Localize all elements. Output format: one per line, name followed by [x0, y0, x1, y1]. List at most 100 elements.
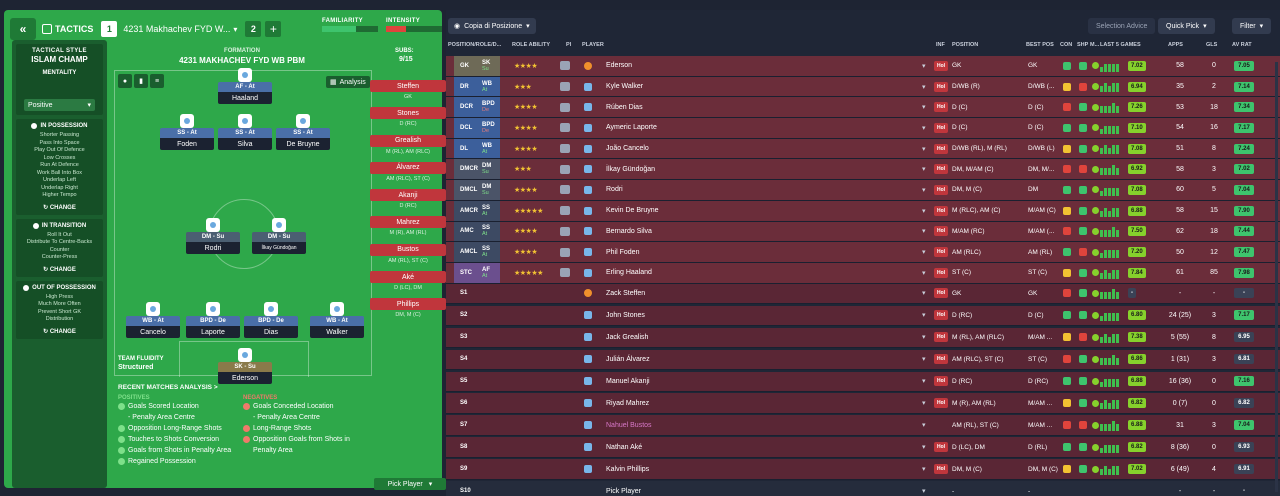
- player-name[interactable]: Rodri: [606, 186, 623, 194]
- squad-row[interactable]: S10 Pick Player ▾ - - - - -: [446, 481, 1280, 496]
- squad-row[interactable]: STC AF At ★★★★★ Erling Haaland ▾ Hol ST (C) ST (…: [446, 262, 1280, 284]
- player-instructions-icon[interactable]: [560, 97, 570, 117]
- pitch-player-card[interactable]: DM - Su İlkay Gündoğan: [252, 218, 306, 254]
- position-slot[interactable]: STC: [454, 262, 500, 283]
- player-view-icon[interactable]: ●: [118, 74, 132, 88]
- player-instructions-icon[interactable]: [560, 56, 570, 76]
- squad-row[interactable]: DR WB At ★★★ Kyle Walker ▾ Hol D/WB (R) D/WB (..…: [446, 76, 1280, 98]
- player-name[interactable]: Aymeric Laporte: [606, 124, 657, 132]
- position-slot[interactable]: S4: [460, 356, 468, 363]
- chevron-down-icon[interactable]: ▾: [922, 249, 926, 257]
- pitch-player-card[interactable]: SK - Su Ederson: [218, 348, 272, 384]
- position-slot[interactable]: S6: [460, 400, 468, 407]
- player-name[interactable]: Jack Grealish: [606, 333, 649, 341]
- substitute-card[interactable]: Grealish M (RL), AM (RLC): [370, 134, 446, 161]
- column-header[interactable]: GLS: [1206, 42, 1218, 48]
- pitch-player-card[interactable]: BPD - De Laporte: [186, 302, 240, 338]
- player-name[interactable]: Kyle Walker: [606, 83, 644, 91]
- player-name[interactable]: Pick Player: [606, 487, 642, 495]
- instructions-view-icon[interactable]: ≡: [150, 74, 164, 88]
- position-slot[interactable]: AMCR: [454, 200, 500, 221]
- squad-row[interactable]: S5 Manuel Akanji ▾ Hol D (RC) D (RC) 6.88 16 (3…: [446, 371, 1280, 393]
- player-instructions-icon[interactable]: [560, 180, 570, 200]
- chevron-down-icon[interactable]: ▾: [922, 207, 926, 215]
- player-instructions-icon[interactable]: [560, 242, 570, 262]
- player-name[interactable]: Nathan Aké: [606, 443, 643, 451]
- column-header[interactable]: CON: [1060, 42, 1073, 48]
- position-slot[interactable]: S3: [460, 334, 468, 341]
- role-duty-cell[interactable]: SS At: [476, 201, 530, 221]
- back-button[interactable]: «: [10, 18, 36, 40]
- copy-position-dropdown[interactable]: ◉ Copia di Posizione ▾: [448, 18, 536, 34]
- role-duty-cell[interactable]: DM Su: [476, 159, 530, 179]
- pitch-player-card[interactable]: DM - Su Rodri: [186, 218, 240, 254]
- chevron-down-icon[interactable]: ▾: [922, 62, 926, 70]
- squad-row[interactable]: S4 Julián Álvarez ▾ Hol AM (RLC), ST (C) ST (…: [446, 349, 1280, 371]
- tactical-style-value[interactable]: ISLAM CHAMP: [31, 55, 88, 64]
- position-slot[interactable]: DMCR: [454, 159, 500, 180]
- position-slot[interactable]: S7: [460, 422, 468, 429]
- player-name[interactable]: Erling Haaland: [606, 269, 652, 277]
- mentality-dropdown[interactable]: Positive ▾: [24, 99, 95, 111]
- player-name[interactable]: Phil Foden: [606, 248, 640, 256]
- change-transition-button[interactable]: ↻ CHANGE: [43, 266, 76, 273]
- substitute-card[interactable]: Phillips DM, M (C): [370, 298, 446, 324]
- formation-name[interactable]: 4231 MAKHACHEV FYD WB PBM: [179, 56, 305, 65]
- chevron-down-icon[interactable]: ▾: [922, 444, 926, 452]
- role-duty-cell[interactable]: DM Su: [476, 180, 530, 200]
- chevron-down-icon[interactable]: ▾: [922, 356, 926, 364]
- player-name[interactable]: Riyad Mahrez: [606, 399, 650, 407]
- squad-row[interactable]: S6 Riyad Mahrez ▾ Hol M (R), AM (RL) M/AM ...…: [446, 393, 1280, 415]
- role-duty-cell[interactable]: SS At: [476, 242, 530, 262]
- chevron-down-icon[interactable]: ▾: [922, 378, 926, 386]
- role-duty-cell[interactable]: BPD De: [476, 97, 530, 117]
- squad-row[interactable]: S8 Nathan Aké ▾ Hol D (LC), DM D (RL) 6.82 8 (3…: [446, 437, 1280, 459]
- chevron-down-icon[interactable]: ▾: [922, 145, 926, 153]
- stats-view-icon[interactable]: ▮: [134, 74, 148, 88]
- substitute-card[interactable]: Stones D (RC): [370, 107, 446, 133]
- tactic-slot-2[interactable]: 2: [245, 21, 262, 37]
- squad-row[interactable]: DMCL DM Su ★★★★ Rodri ▾ Hol DM, M (C) DM 7.08 60 5 7…: [446, 180, 1280, 201]
- role-duty-cell[interactable]: SK Su: [476, 56, 530, 76]
- chevron-down-icon[interactable]: ▾: [922, 334, 926, 342]
- chevron-down-icon[interactable]: ▾: [922, 104, 926, 112]
- analysis-button[interactable]: ▦ Analysis: [326, 76, 370, 88]
- position-slot[interactable]: AMCL: [454, 242, 500, 262]
- pitch-player-card[interactable]: BPD - De Dias: [244, 302, 298, 338]
- pitch-player-card[interactable]: SS - At Silva: [218, 114, 272, 150]
- position-slot[interactable]: DCR: [454, 97, 500, 118]
- column-header[interactable]: PLAYER: [582, 42, 604, 48]
- pitch-player-card[interactable]: SS - At Foden: [160, 114, 214, 150]
- pitch-player-card[interactable]: WB - At Walker: [310, 302, 364, 338]
- pitch-player-card[interactable]: AF - At Haaland: [218, 68, 272, 104]
- quick-pick-button[interactable]: Quick Pick ▾: [1158, 18, 1215, 34]
- squad-row[interactable]: S2 John Stones ▾ Hol D (RC) D (C) 6.80 24 (25) 3…: [446, 305, 1280, 327]
- substitute-card[interactable]: Aké D (LC), DM: [370, 271, 446, 297]
- player-instructions-icon[interactable]: [560, 263, 570, 283]
- column-header[interactable]: AV RAT: [1232, 42, 1252, 48]
- substitute-card[interactable]: Steffen GK: [370, 80, 446, 106]
- tactic-slot-1[interactable]: 1: [101, 21, 118, 37]
- player-name[interactable]: Kevin De Bruyne: [606, 207, 659, 215]
- squad-row[interactable]: AMC SS At ★★★★ Bernardo Silva ▾ Hol M/AM (RC) M/…: [446, 221, 1280, 243]
- add-tactic-button[interactable]: +: [265, 21, 282, 37]
- position-slot[interactable]: DL: [454, 138, 500, 159]
- squad-row[interactable]: AMCL SS At ★★★★ Phil Foden ▾ Hol AM (RLC) AM (RL…: [446, 242, 1280, 263]
- substitute-card[interactable]: Álvarez AM (RLC), ST (C): [370, 161, 446, 188]
- column-header[interactable]: POSITION: [952, 42, 979, 48]
- squad-row[interactable]: S7 Nahuel Bustos ▾ AM (RL), ST (C) M/AM ... 6…: [446, 415, 1280, 437]
- column-header[interactable]: SHP: [1077, 42, 1089, 48]
- chevron-down-icon[interactable]: ▾: [922, 166, 926, 174]
- squad-row[interactable]: AMCR SS At ★★★★★ Kevin De Bruyne ▾ Hol M (RLC),…: [446, 200, 1280, 222]
- column-header[interactable]: INF: [936, 42, 945, 48]
- column-header[interactable]: BEST POS: [1026, 42, 1054, 48]
- squad-row[interactable]: S3 Jack Grealish ▾ Hol M (RL), AM (RLC) M/AM …: [446, 327, 1280, 349]
- selection-advice-button[interactable]: Selection Advice: [1088, 18, 1156, 34]
- tactics-tab[interactable]: TACTICS: [42, 24, 93, 34]
- squad-row[interactable]: DL WB At ★★★★ João Cancelo ▾ Hol D/WB (RL), M (…: [446, 138, 1280, 160]
- role-duty-cell[interactable]: SS At: [476, 222, 530, 242]
- player-instructions-icon[interactable]: [560, 77, 570, 97]
- position-slot[interactable]: S10: [460, 488, 471, 495]
- role-duty-cell[interactable]: WB At: [476, 77, 530, 97]
- substitute-card[interactable]: Bustos AM (RL), ST (C): [370, 243, 446, 270]
